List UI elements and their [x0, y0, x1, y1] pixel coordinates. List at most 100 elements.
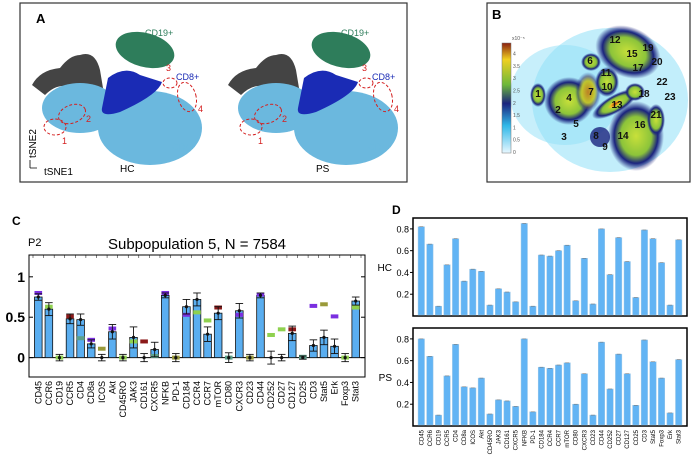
mean-point	[205, 332, 210, 336]
y-tick-label: 0.6	[396, 246, 409, 256]
mean-point	[269, 356, 273, 360]
region-label: 2	[86, 114, 91, 124]
bar	[529, 411, 537, 426]
bar	[563, 244, 571, 316]
reference-marker	[140, 339, 148, 344]
region-4	[176, 81, 198, 113]
mean-point	[237, 309, 241, 313]
bar	[675, 359, 683, 426]
panel-c: C P2 Subpopulation 5, N = 7584 0 0.5 1 CD45…	[6, 214, 366, 418]
reference-marker	[277, 327, 286, 332]
x-tick-label: Erk	[668, 429, 674, 439]
population-label: CD4+	[368, 142, 391, 152]
region-4	[372, 81, 394, 113]
cluster-label: 7	[588, 87, 594, 98]
bar	[632, 297, 640, 316]
x-tick-label: CD184	[181, 381, 191, 409]
x-tick-label: CCR4	[192, 381, 202, 406]
y-tick-label: 0.5	[6, 309, 26, 325]
bar	[434, 305, 442, 316]
reference-marker	[203, 318, 212, 323]
y-tick-label: 0.8	[396, 224, 409, 234]
bar	[529, 305, 537, 316]
mean-point	[280, 356, 284, 360]
colorbar-tick: 2	[513, 101, 516, 107]
bar	[256, 294, 265, 359]
bar	[615, 237, 623, 316]
colorbar-tick: 4	[513, 52, 516, 58]
x-tick-label: CCR6	[44, 381, 54, 406]
bar	[580, 373, 588, 426]
panel-a: A CD19+ CD8+ CD4+ 1 2 3 4 HC CD19+ CD8+ CD4+ 1 2 3 4 PS…	[19, 2, 408, 183]
tsne-map-ps: CD19+ CD8+ CD4+ 1 2 3 4 PS	[228, 28, 399, 175]
x-tick-label: CCR5	[65, 381, 75, 406]
x-tick-label: CD8a	[462, 429, 468, 445]
mean-point	[290, 331, 294, 335]
bar	[477, 271, 485, 316]
bar	[666, 412, 674, 426]
cluster-label: 14	[617, 131, 629, 142]
mean-point	[153, 347, 157, 352]
x-tick-label: CD45RO	[488, 430, 494, 455]
y-tick-label: 0.4	[396, 268, 409, 278]
bar	[555, 250, 563, 316]
x-tick-label: CD161	[505, 429, 511, 448]
region-1	[239, 118, 263, 136]
mean-point	[142, 356, 146, 360]
cluster-label: 21	[650, 110, 662, 121]
mean-point	[163, 293, 167, 297]
mean-point	[343, 356, 347, 360]
bar	[469, 268, 477, 316]
bar	[666, 304, 674, 316]
region-label: 4	[394, 104, 399, 114]
panel-label-a: A	[36, 11, 46, 26]
x-tick-label: CCR7	[557, 429, 563, 446]
mean-point	[216, 311, 220, 315]
mean-point	[354, 299, 358, 303]
bar	[503, 291, 511, 316]
axis-x-label: tSNE1	[44, 167, 73, 178]
x-tick-label: CD80	[224, 381, 234, 404]
region-3	[162, 77, 178, 89]
x-tick-label: CXCR5	[514, 429, 520, 450]
axis-y-label: tSNE2	[28, 129, 39, 158]
bar	[623, 373, 631, 426]
bar	[537, 366, 545, 426]
x-tick-label: mTOR	[565, 429, 571, 447]
bar	[640, 229, 648, 316]
cluster-label: 8	[593, 131, 599, 142]
bar	[589, 414, 597, 426]
x-tick-label: ICOS	[471, 430, 477, 445]
bar	[460, 386, 468, 426]
mean-point	[174, 356, 178, 360]
bar	[658, 377, 666, 426]
x-tick-label: CD45	[419, 429, 425, 445]
x-tick-label: Akt	[479, 430, 485, 439]
bar	[44, 308, 54, 359]
reference-marker	[97, 346, 106, 351]
x-tick-label: Foxp3	[660, 429, 666, 446]
bar	[426, 356, 434, 426]
cluster-label: 12	[609, 35, 621, 46]
population-label: CD8+	[372, 72, 395, 82]
cluster-label: 9	[602, 142, 608, 153]
series-label: HC	[378, 263, 392, 274]
x-tick-label: CD8a	[86, 381, 96, 404]
cluster-label: 15	[626, 49, 638, 60]
corner-label: P2	[28, 237, 41, 249]
colorbar-tick: 3	[513, 76, 516, 82]
bar	[417, 226, 425, 316]
bar	[580, 258, 588, 316]
y-tick-label: 1	[17, 269, 25, 285]
region-label: 3	[166, 63, 171, 73]
bar	[623, 261, 631, 316]
bar	[589, 303, 597, 316]
bar	[161, 294, 170, 359]
colorbar	[501, 42, 512, 154]
cluster-label: 4	[566, 93, 572, 104]
reference-marker	[34, 290, 43, 295]
mean-point	[332, 344, 337, 348]
panel-label-c: C	[12, 214, 21, 228]
bar	[546, 368, 554, 426]
